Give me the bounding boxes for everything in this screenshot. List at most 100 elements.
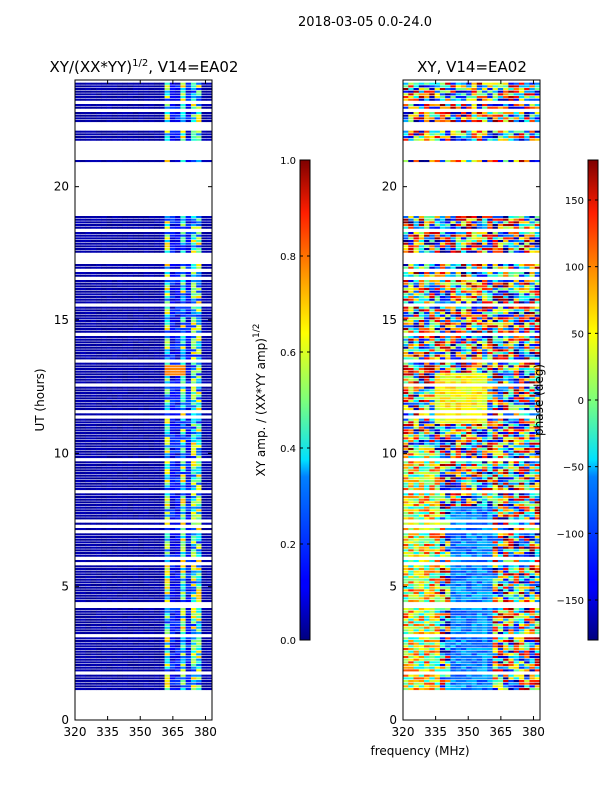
left-heatmap-cell [101, 224, 107, 227]
left-heatmap-cell [117, 82, 123, 85]
right-heatmap-cell [476, 640, 483, 643]
left-heatmap-cell [117, 498, 123, 501]
left-heatmap-cell [96, 354, 102, 357]
left-heatmap-cell [80, 442, 86, 445]
right-heatmap-cell [403, 656, 409, 659]
right-heatmap-cell [518, 680, 525, 683]
left-heatmap-cell [75, 594, 81, 597]
left-heatmap-cell [75, 624, 81, 627]
left-heatmap-cell [80, 480, 86, 483]
left-heatmap-cell [85, 314, 92, 317]
left-heatmap-cell [85, 82, 92, 85]
left-heatmap-cell [90, 240, 97, 243]
left-heatmap-cell [154, 466, 160, 469]
right-heatmap-cell [429, 688, 435, 691]
left-heatmap-cell [101, 309, 107, 312]
left-heatmap-cell [80, 453, 86, 456]
left-heatmap-cell [127, 400, 134, 403]
left-heatmap-cell [90, 629, 97, 632]
left-heatmap-cell [117, 509, 123, 512]
left-heatmap-cell [122, 424, 128, 427]
left-heatmap-cell [154, 637, 160, 640]
left-heatmap-cell [206, 682, 213, 685]
left-heatmap-cell [175, 544, 181, 547]
left-heatmap-cell [206, 136, 213, 139]
left-heatmap-cell [175, 477, 181, 480]
left-heatmap-cell [96, 344, 102, 347]
left-heatmap-cell [143, 536, 150, 539]
right-heatmap-cell [471, 677, 478, 680]
left-heatmap-cell [138, 589, 144, 592]
left-heatmap-cell [106, 565, 113, 568]
left-heatmap-cell [175, 130, 181, 133]
left-heatmap-cell [106, 421, 113, 424]
left-heatmap-cell [164, 645, 171, 648]
left-heatmap-cell [80, 408, 86, 411]
left-heatmap-cell [117, 450, 123, 453]
left-heatmap-cell [132, 226, 139, 229]
left-heatmap-cell [154, 448, 160, 451]
left-heatmap-cell [148, 440, 155, 443]
left-heatmap-cell [185, 296, 192, 299]
left-heatmap-cell [80, 514, 86, 517]
left-heatmap-cell [75, 381, 81, 384]
right-heatmap-cell [518, 664, 525, 667]
left-heatmap-cell [164, 629, 171, 632]
left-heatmap-cell [175, 264, 181, 267]
left-heatmap-cell [85, 544, 92, 547]
left-heatmap-cell [164, 288, 171, 291]
left-heatmap-cell [138, 637, 144, 640]
left-heatmap-cell [85, 578, 92, 581]
left-heatmap-cell [175, 629, 181, 632]
left-heatmap-cell [106, 90, 113, 93]
left-heatmap-cell [196, 386, 202, 389]
left-heatmap-cell [132, 317, 139, 320]
left-heatmap-cell [180, 560, 186, 563]
left-heatmap-cell [143, 624, 150, 627]
left-heatmap-cell [117, 405, 123, 408]
right-heatmap-cell [445, 688, 451, 691]
left-heatmap-cell [185, 285, 192, 288]
left-heatmap-cell [201, 293, 208, 296]
left-heatmap-cell [159, 117, 165, 120]
left-heatmap-cell [206, 408, 213, 411]
left-heatmap-cell [106, 586, 113, 589]
left-heatmap-cell [164, 677, 171, 680]
left-heatmap-cell [101, 402, 107, 405]
left-heatmap-cell [190, 429, 197, 432]
left-heatmap-cell [127, 408, 134, 411]
left-heatmap-cell [127, 658, 134, 661]
left-heatmap-cell [164, 282, 171, 285]
left-heatmap-cell [175, 306, 181, 309]
left-heatmap-cell [117, 352, 123, 355]
left-heatmap-cell [190, 85, 197, 88]
left-heatmap-cell [148, 650, 155, 653]
left-heatmap-cell [159, 642, 165, 645]
left-heatmap-cell [80, 616, 86, 619]
left-heatmap-cell [122, 653, 128, 656]
left-heatmap-cell [138, 320, 144, 323]
left-heatmap-cell [169, 218, 176, 221]
left-heatmap-cell [148, 98, 155, 101]
left-heatmap-cell [180, 216, 186, 219]
left-heatmap-cell [185, 589, 192, 592]
left-heatmap-cell [127, 640, 134, 643]
left-heatmap-cell [90, 221, 97, 224]
left-heatmap-cell [106, 232, 113, 235]
left-heatmap-cell [143, 346, 150, 349]
left-heatmap-cell [154, 656, 160, 659]
left-heatmap-cell [201, 677, 208, 680]
left-heatmap-cell [117, 328, 123, 331]
left-heatmap-cell [196, 106, 202, 109]
left-heatmap-cell [185, 288, 192, 291]
left-heatmap-cell [180, 565, 186, 568]
left-heatmap-cell [148, 453, 155, 456]
left-heatmap-cell [111, 344, 118, 347]
left-heatmap-cell [169, 312, 176, 315]
left-heatmap-cell [169, 645, 176, 648]
left-heatmap-cell [159, 405, 165, 408]
left-heatmap-cell [111, 594, 118, 597]
left-heatmap-cell [201, 290, 208, 293]
left-heatmap-cell [96, 504, 102, 507]
